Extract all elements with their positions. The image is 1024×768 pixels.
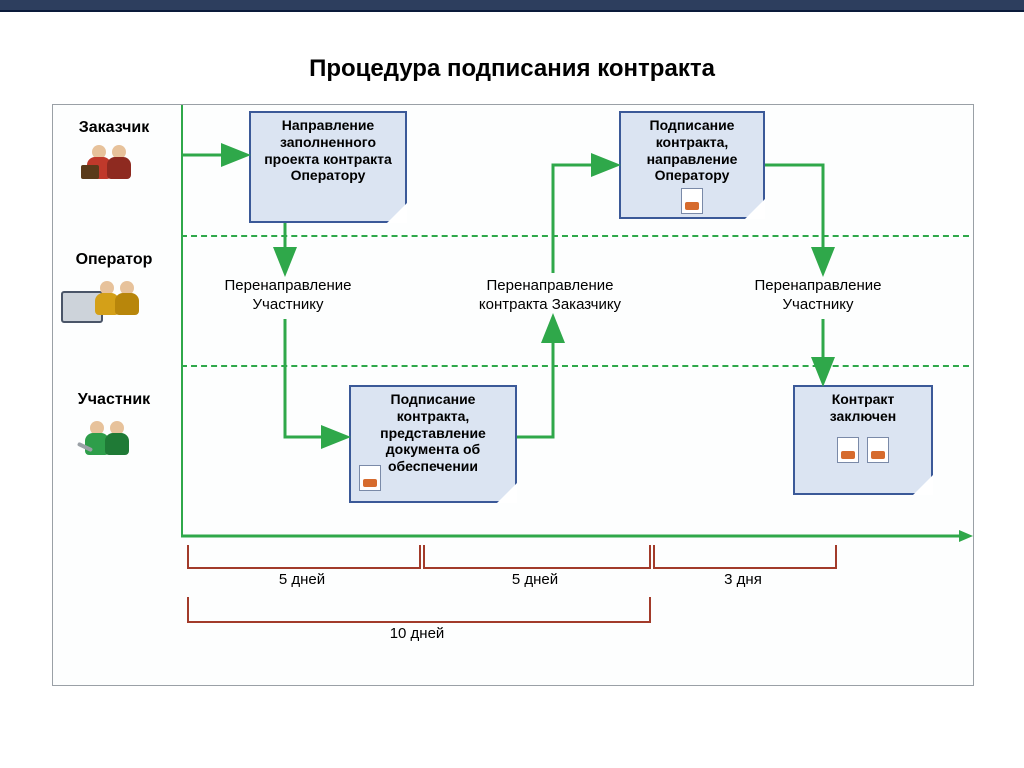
bracket-3 xyxy=(653,545,837,569)
box-label: Направление заполненного проекта контрак… xyxy=(264,117,392,183)
box-contract-concluded: Контракт заключен xyxy=(793,385,933,495)
document-signed-icon xyxy=(837,437,859,463)
bracket-2 xyxy=(423,545,651,569)
box-label: Подписание контракта, представление доку… xyxy=(380,391,486,474)
lane-label-customer: Заказчик xyxy=(59,119,169,137)
duration-3: 3 дня xyxy=(653,571,833,588)
duration-total: 10 дней xyxy=(187,625,647,642)
lane-divider xyxy=(181,235,969,237)
page-title: Процедура подписания контракта xyxy=(0,55,1024,83)
lane-label-participant: Участник xyxy=(59,391,169,409)
box-label: Подписание контракта, направление Операт… xyxy=(647,117,738,183)
box-draft-to-operator: Направление заполненного проекта контрак… xyxy=(249,111,407,223)
participant-icon xyxy=(75,421,131,460)
box-label: Контракт заключен xyxy=(830,391,896,424)
text-forward-participant-2: Перенаправление Участнику xyxy=(733,277,903,315)
box-participant-sign: Подписание контракта, представление доку… xyxy=(349,385,517,503)
lane-label-operator: Оператор xyxy=(59,251,169,269)
operator-icon xyxy=(71,281,141,320)
box-customer-sign: Подписание контракта, направление Операт… xyxy=(619,111,765,219)
duration-2: 5 дней xyxy=(423,571,647,588)
text-forward-participant-1: Перенаправление Участнику xyxy=(203,277,373,315)
timeline-arrow xyxy=(181,529,973,543)
vertical-lane-line xyxy=(181,105,183,535)
lane-divider xyxy=(181,365,969,367)
document-signed-icon xyxy=(359,465,381,491)
document-signed-icon xyxy=(681,188,703,214)
diagram-frame: Заказчик Оператор Участник Направление з… xyxy=(52,104,974,686)
top-bar xyxy=(0,0,1024,12)
duration-1: 5 дней xyxy=(187,571,417,588)
bracket-1 xyxy=(187,545,421,569)
text-forward-customer: Перенаправление контракта Заказчику xyxy=(455,277,645,315)
bracket-total xyxy=(187,597,651,623)
document-signed-icon xyxy=(867,437,889,463)
customer-icon xyxy=(75,145,133,184)
